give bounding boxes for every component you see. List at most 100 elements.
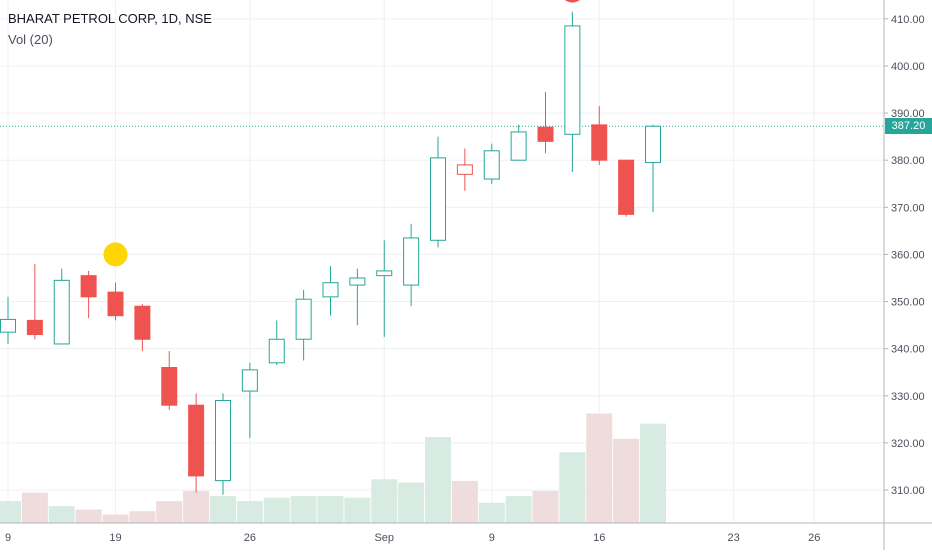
candle bbox=[403, 223, 420, 307]
candle-body bbox=[618, 159, 635, 215]
candle bbox=[645, 124, 661, 213]
candle-body bbox=[564, 25, 581, 135]
x-tick-label: Sep bbox=[374, 532, 394, 544]
volume-bar bbox=[532, 491, 559, 523]
candle bbox=[322, 266, 339, 316]
candles bbox=[0, 11, 661, 495]
candle bbox=[215, 393, 231, 495]
candle-body bbox=[349, 277, 366, 286]
y-tick-label: 310.00 bbox=[891, 485, 925, 497]
candle bbox=[241, 362, 258, 439]
candle-body bbox=[645, 125, 661, 164]
candle-body bbox=[161, 367, 178, 406]
candle-body bbox=[188, 404, 205, 477]
volume-bar bbox=[75, 509, 102, 523]
candle-body bbox=[322, 282, 339, 298]
candle bbox=[26, 263, 43, 340]
candle-body bbox=[80, 275, 97, 298]
candle bbox=[188, 393, 205, 493]
volume-bar bbox=[48, 506, 75, 523]
volume-bar bbox=[613, 438, 640, 523]
candle bbox=[349, 268, 366, 326]
volume-bar bbox=[263, 497, 290, 523]
candle-body bbox=[430, 157, 446, 241]
y-tick-label: 340.00 bbox=[891, 344, 925, 356]
x-tick-label: 9 bbox=[489, 532, 495, 544]
red-signal-marker bbox=[564, 0, 580, 3]
candle bbox=[483, 143, 500, 184]
candle bbox=[376, 240, 393, 337]
candle bbox=[456, 148, 473, 191]
volume-bar bbox=[586, 413, 613, 523]
candle-body bbox=[215, 399, 231, 482]
y-tick-label: 330.00 bbox=[891, 391, 925, 403]
x-tick-label: 9 bbox=[5, 532, 11, 544]
y-tick-label: 400.00 bbox=[891, 61, 925, 73]
candle-body bbox=[456, 164, 473, 175]
volume-title: Vol (20) bbox=[8, 32, 53, 47]
volume-bar bbox=[344, 497, 371, 523]
candle-body bbox=[483, 150, 500, 180]
candle-body bbox=[537, 126, 554, 142]
volume-bar bbox=[371, 479, 398, 523]
volume-bar bbox=[102, 514, 129, 523]
volume-bar bbox=[21, 492, 48, 523]
candle bbox=[0, 296, 16, 344]
volume-bar bbox=[640, 423, 666, 523]
candle bbox=[107, 282, 124, 321]
candle bbox=[510, 124, 527, 161]
y-tick-label: 390.00 bbox=[891, 108, 925, 120]
volume-bar bbox=[183, 491, 210, 523]
symbol-title: BHARAT PETROL CORP, 1D, NSE bbox=[8, 11, 212, 26]
candle bbox=[80, 270, 97, 319]
candle-body bbox=[591, 124, 608, 161]
x-tick-label: 16 bbox=[593, 532, 605, 544]
x-tick-label: 26 bbox=[808, 532, 820, 544]
candle bbox=[161, 351, 178, 410]
volume-bar bbox=[236, 501, 263, 523]
candle bbox=[134, 303, 151, 352]
candle bbox=[53, 268, 70, 345]
volume-bar bbox=[129, 511, 156, 523]
y-tick-label: 410.00 bbox=[891, 14, 925, 26]
y-tick-label: 350.00 bbox=[891, 297, 925, 309]
last-price-badge: 387.20 bbox=[885, 118, 932, 135]
candle-body bbox=[403, 237, 420, 286]
y-tick-label: 380.00 bbox=[891, 155, 925, 167]
y-tick-label: 320.00 bbox=[891, 438, 925, 450]
volume-bar bbox=[210, 496, 236, 523]
candle-body bbox=[510, 131, 527, 161]
candle bbox=[591, 106, 608, 165]
candle bbox=[537, 91, 554, 154]
candle-body bbox=[295, 298, 312, 340]
volume-bar bbox=[156, 501, 183, 523]
volume-bar bbox=[505, 496, 532, 523]
y-tick-label: 360.00 bbox=[891, 249, 925, 261]
candle bbox=[618, 159, 635, 217]
candle-body bbox=[107, 291, 124, 317]
y-tick-label: 370.00 bbox=[891, 202, 925, 214]
volume-bar bbox=[317, 496, 344, 523]
x-tick-label: 26 bbox=[244, 532, 256, 544]
volume-bars bbox=[0, 413, 666, 523]
candle bbox=[564, 11, 581, 172]
volume-bar bbox=[425, 437, 451, 523]
candle-body bbox=[268, 338, 285, 364]
candle bbox=[268, 320, 285, 366]
candle bbox=[430, 136, 446, 248]
volume-bar bbox=[290, 496, 317, 523]
chart-legend: BHARAT PETROL CORP, 1D, NSE Vol (20) bbox=[8, 8, 212, 50]
candle-body bbox=[376, 270, 393, 277]
candle-body bbox=[0, 318, 16, 333]
volume-bar bbox=[451, 480, 478, 523]
x-tick-label: 23 bbox=[728, 532, 740, 544]
volume-bar bbox=[478, 502, 505, 523]
candle-body bbox=[26, 319, 43, 336]
candle-body bbox=[134, 305, 151, 340]
volume-bar bbox=[559, 452, 586, 523]
x-tick-label: 19 bbox=[109, 532, 121, 544]
candle-body bbox=[241, 369, 258, 392]
